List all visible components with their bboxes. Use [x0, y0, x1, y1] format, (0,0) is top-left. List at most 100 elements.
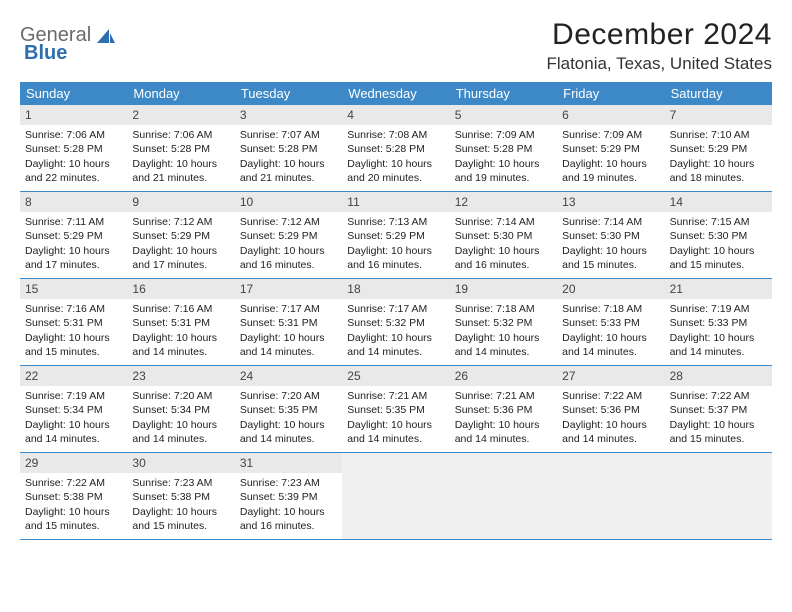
daylight-line-1: Daylight: 10 hours	[25, 244, 122, 258]
daylight-line-2: and 16 minutes.	[240, 519, 337, 533]
day-cell: 19Sunrise: 7:18 AMSunset: 5:32 PMDayligh…	[450, 279, 557, 365]
daylight-line-1: Daylight: 10 hours	[132, 157, 229, 171]
sunset-line: Sunset: 5:37 PM	[670, 403, 767, 417]
daylight-line-2: and 21 minutes.	[240, 171, 337, 185]
calendar: SundayMondayTuesdayWednesdayThursdayFrid…	[20, 82, 772, 540]
daylight-line-1: Daylight: 10 hours	[25, 331, 122, 345]
sunset-line: Sunset: 5:29 PM	[670, 142, 767, 156]
daylight-line-1: Daylight: 10 hours	[25, 418, 122, 432]
week-row: 1Sunrise: 7:06 AMSunset: 5:28 PMDaylight…	[20, 105, 772, 192]
sunset-line: Sunset: 5:28 PM	[132, 142, 229, 156]
daylight-line-2: and 17 minutes.	[132, 258, 229, 272]
daylight-line-2: and 15 minutes.	[25, 519, 122, 533]
weekday-header: Monday	[127, 82, 234, 105]
sunrise-line: Sunrise: 7:22 AM	[670, 389, 767, 403]
sunrise-line: Sunrise: 7:21 AM	[347, 389, 444, 403]
daylight-line-2: and 15 minutes.	[670, 432, 767, 446]
daylight-line-1: Daylight: 10 hours	[240, 157, 337, 171]
day-number: 31	[235, 453, 342, 473]
daylight-line-2: and 15 minutes.	[562, 258, 659, 272]
header: General December 2024 Flatonia, Texas, U…	[20, 18, 772, 74]
week-row: 29Sunrise: 7:22 AMSunset: 5:38 PMDayligh…	[20, 453, 772, 540]
weekday-header: Friday	[557, 82, 664, 105]
daylight-line-2: and 17 minutes.	[25, 258, 122, 272]
sunrise-line: Sunrise: 7:20 AM	[240, 389, 337, 403]
day-number: 20	[557, 279, 664, 299]
daylight-line-1: Daylight: 10 hours	[562, 244, 659, 258]
sunrise-line: Sunrise: 7:14 AM	[455, 215, 552, 229]
daylight-line-2: and 14 minutes.	[562, 345, 659, 359]
sunrise-line: Sunrise: 7:07 AM	[240, 128, 337, 142]
daylight-line-1: Daylight: 10 hours	[455, 157, 552, 171]
sunset-line: Sunset: 5:28 PM	[25, 142, 122, 156]
sunrise-line: Sunrise: 7:14 AM	[562, 215, 659, 229]
daylight-line-2: and 19 minutes.	[562, 171, 659, 185]
daylight-line-2: and 14 minutes.	[240, 345, 337, 359]
sail-icon	[95, 27, 117, 45]
daylight-line-2: and 14 minutes.	[455, 432, 552, 446]
sunrise-line: Sunrise: 7:18 AM	[455, 302, 552, 316]
sunrise-line: Sunrise: 7:17 AM	[240, 302, 337, 316]
sunset-line: Sunset: 5:36 PM	[455, 403, 552, 417]
day-cell: 11Sunrise: 7:13 AMSunset: 5:29 PMDayligh…	[342, 192, 449, 278]
empty-cell	[450, 453, 557, 539]
daylight-line-1: Daylight: 10 hours	[455, 244, 552, 258]
day-number: 27	[557, 366, 664, 386]
sunrise-line: Sunrise: 7:16 AM	[132, 302, 229, 316]
week-row: 15Sunrise: 7:16 AMSunset: 5:31 PMDayligh…	[20, 279, 772, 366]
daylight-line-1: Daylight: 10 hours	[670, 418, 767, 432]
day-cell: 23Sunrise: 7:20 AMSunset: 5:34 PMDayligh…	[127, 366, 234, 452]
weekday-header: Sunday	[20, 82, 127, 105]
daylight-line-2: and 14 minutes.	[455, 345, 552, 359]
sunset-line: Sunset: 5:36 PM	[562, 403, 659, 417]
sunset-line: Sunset: 5:31 PM	[240, 316, 337, 330]
week-row: 22Sunrise: 7:19 AMSunset: 5:34 PMDayligh…	[20, 366, 772, 453]
day-number: 26	[450, 366, 557, 386]
day-cell: 28 Sunrise: 7:22 AMSunset: 5:37 PMDayligh…	[665, 366, 772, 452]
sunrise-line: Sunrise: 7:18 AM	[562, 302, 659, 316]
day-number: 6	[557, 105, 664, 125]
sunrise-line: Sunrise: 7:06 AM	[25, 128, 122, 142]
sunset-line: Sunset: 5:29 PM	[132, 229, 229, 243]
day-cell: 14Sunrise: 7:15 AMSunset: 5:30 PMDayligh…	[665, 192, 772, 278]
daylight-line-2: and 16 minutes.	[455, 258, 552, 272]
day-number: 11	[342, 192, 449, 212]
day-number: 28	[665, 366, 772, 386]
sunset-line: Sunset: 5:38 PM	[25, 490, 122, 504]
sunset-line: Sunset: 5:30 PM	[670, 229, 767, 243]
day-cell: 1 Sunrise: 7:06 AMSunset: 5:28 PMDaylight…	[20, 105, 127, 191]
sunset-line: Sunset: 5:29 PM	[347, 229, 444, 243]
day-number: 9	[127, 192, 234, 212]
sunrise-line: Sunrise: 7:23 AM	[132, 476, 229, 490]
day-number: 24	[235, 366, 342, 386]
daylight-line-2: and 14 minutes.	[132, 432, 229, 446]
day-cell: 31Sunrise: 7:23 AMSunset: 5:39 PMDayligh…	[235, 453, 342, 539]
day-number: 8	[20, 192, 127, 212]
sunrise-line: Sunrise: 7:13 AM	[347, 215, 444, 229]
day-number: 1	[20, 105, 127, 125]
sunrise-line: Sunrise: 7:21 AM	[455, 389, 552, 403]
day-number: 3	[235, 105, 342, 125]
week-row: 8Sunrise: 7:11 AMSunset: 5:29 PMDaylight…	[20, 192, 772, 279]
title-block: December 2024 Flatonia, Texas, United St…	[546, 18, 772, 74]
sunset-line: Sunset: 5:38 PM	[132, 490, 229, 504]
daylight-line-1: Daylight: 10 hours	[670, 331, 767, 345]
sunrise-line: Sunrise: 7:09 AM	[455, 128, 552, 142]
daylight-line-2: and 20 minutes.	[347, 171, 444, 185]
sunrise-line: Sunrise: 7:10 AM	[670, 128, 767, 142]
daylight-line-2: and 14 minutes.	[670, 345, 767, 359]
day-number: 29	[20, 453, 127, 473]
sunset-line: Sunset: 5:28 PM	[347, 142, 444, 156]
daylight-line-1: Daylight: 10 hours	[562, 418, 659, 432]
day-number: 10	[235, 192, 342, 212]
daylight-line-2: and 14 minutes.	[240, 432, 337, 446]
daylight-line-2: and 16 minutes.	[240, 258, 337, 272]
daylight-line-1: Daylight: 10 hours	[25, 157, 122, 171]
day-cell: 8Sunrise: 7:11 AMSunset: 5:29 PMDaylight…	[20, 192, 127, 278]
weekday-header: Tuesday	[235, 82, 342, 105]
sunset-line: Sunset: 5:32 PM	[347, 316, 444, 330]
sunrise-line: Sunrise: 7:12 AM	[240, 215, 337, 229]
day-cell: 24Sunrise: 7:20 AMSunset: 5:35 PMDayligh…	[235, 366, 342, 452]
sunset-line: Sunset: 5:29 PM	[25, 229, 122, 243]
sunset-line: Sunset: 5:30 PM	[455, 229, 552, 243]
